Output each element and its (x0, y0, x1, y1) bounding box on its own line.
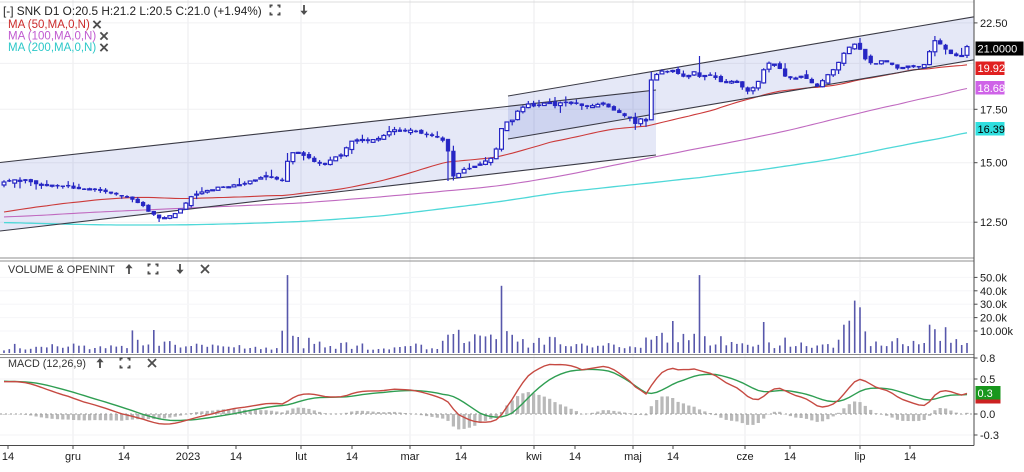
svg-text:lip: lip (854, 451, 865, 463)
svg-text:14: 14 (784, 451, 796, 463)
svg-text:0.5: 0.5 (980, 374, 995, 386)
svg-text:30.0k: 30.0k (980, 299, 1007, 311)
svg-text:MA (200,MA,0,N): MA (200,MA,0,N) (8, 42, 96, 54)
svg-text:10.00k: 10.00k (980, 326, 1014, 338)
svg-text:MA (100,MA,0,N): MA (100,MA,0,N) (8, 31, 96, 43)
svg-text:mar: mar (401, 451, 420, 463)
svg-text:[-] SNK D1 O:20.5 H:21.2 L:20.: [-] SNK D1 O:20.5 H:21.2 L:20.5 C:21.0 (… (3, 4, 262, 18)
svg-text:0.3: 0.3 (978, 388, 993, 400)
svg-text:15.00: 15.00 (980, 158, 1008, 170)
svg-text:maj: maj (624, 451, 642, 463)
svg-text:14: 14 (569, 451, 581, 463)
svg-text:16.39: 16.39 (978, 124, 1006, 136)
svg-text:20.0k: 20.0k (980, 313, 1007, 325)
svg-text:21.0000: 21.0000 (978, 44, 1018, 56)
svg-text:gru: gru (65, 451, 81, 463)
svg-text:14: 14 (455, 451, 467, 463)
svg-text:19.92: 19.92 (978, 63, 1006, 75)
svg-text:14: 14 (118, 451, 130, 463)
svg-text:MACD (12,26,9): MACD (12,26,9) (8, 358, 86, 370)
svg-text:40.0k: 40.0k (980, 286, 1007, 298)
svg-text:0.0: 0.0 (980, 409, 995, 421)
svg-text:17.50: 17.50 (980, 104, 1008, 116)
svg-text:lut: lut (295, 451, 307, 463)
svg-text:kwi: kwi (526, 451, 542, 463)
svg-text:14: 14 (2, 451, 14, 463)
svg-text:VOLUME & OPENINT: VOLUME & OPENINT (8, 264, 115, 276)
svg-text:14: 14 (230, 451, 242, 463)
svg-text:14: 14 (667, 451, 679, 463)
svg-text:MA (50,MA,0,N): MA (50,MA,0,N) (8, 19, 90, 31)
svg-text:14: 14 (346, 451, 358, 463)
svg-text:22.50: 22.50 (980, 18, 1008, 30)
svg-text:12.50: 12.50 (980, 217, 1008, 229)
svg-text:-0.3: -0.3 (980, 430, 999, 442)
svg-text:0.8: 0.8 (980, 353, 995, 365)
svg-text:2023: 2023 (176, 451, 200, 463)
svg-text:18.68: 18.68 (978, 83, 1006, 95)
svg-text:50.0k: 50.0k (980, 272, 1007, 284)
svg-text:14: 14 (904, 451, 916, 463)
svg-text:cze: cze (736, 451, 753, 463)
